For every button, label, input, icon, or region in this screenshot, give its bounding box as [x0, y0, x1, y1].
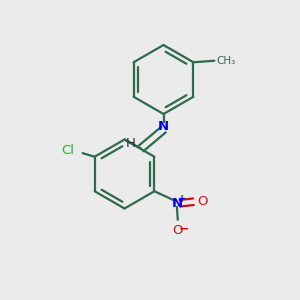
- Text: O: O: [198, 195, 208, 208]
- Text: N: N: [158, 119, 169, 133]
- Text: +: +: [178, 194, 186, 204]
- Text: O: O: [172, 224, 183, 237]
- Text: CH₃: CH₃: [216, 56, 235, 66]
- Text: −: −: [178, 222, 189, 235]
- Text: Cl: Cl: [61, 144, 74, 157]
- Text: H: H: [126, 136, 136, 150]
- Text: N: N: [171, 197, 182, 210]
